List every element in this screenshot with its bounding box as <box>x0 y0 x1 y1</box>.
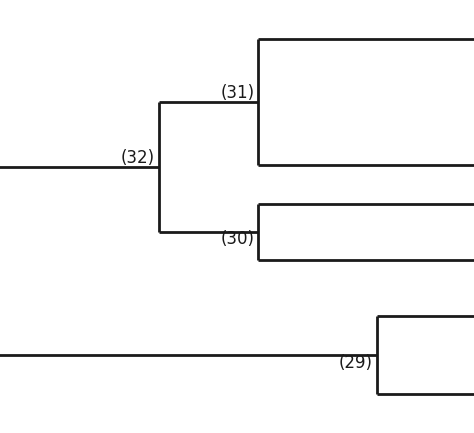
Text: (30): (30) <box>220 230 255 249</box>
Text: (31): (31) <box>220 84 255 102</box>
Text: (32): (32) <box>121 149 155 167</box>
Text: (29): (29) <box>339 354 373 372</box>
